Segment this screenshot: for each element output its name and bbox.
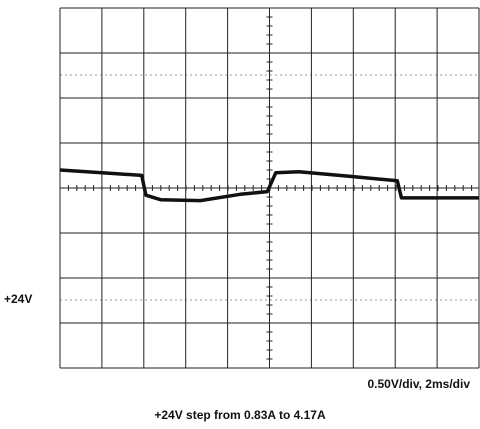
scale-label: 0.50V/div, 2ms/div xyxy=(368,377,471,391)
trace xyxy=(59,168,479,203)
marker-label: +24V xyxy=(4,292,32,306)
caption: +24V step from 0.83A to 4.17A xyxy=(154,408,326,422)
